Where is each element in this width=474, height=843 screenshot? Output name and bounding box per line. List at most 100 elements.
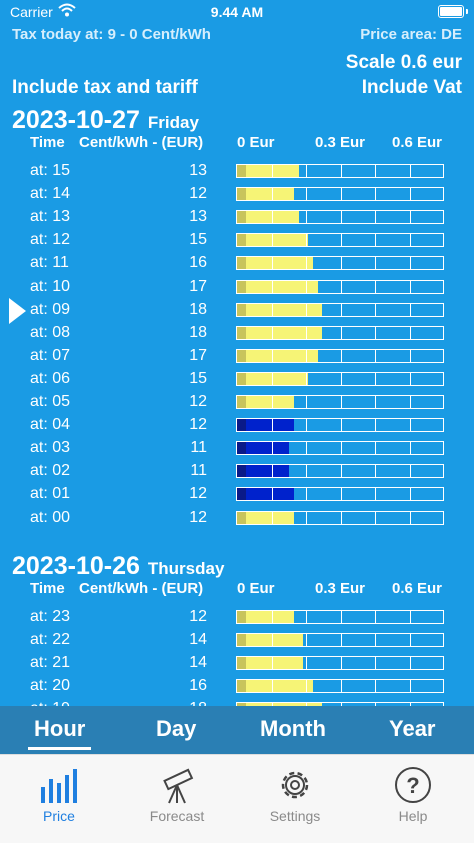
tab-year[interactable]: Year	[389, 716, 436, 741]
day-header: 2023-10-26 Thursday	[12, 552, 224, 582]
price-bar	[236, 441, 444, 456]
price-row[interactable]: at: 20 16	[0, 677, 474, 700]
price-bar-fill	[237, 610, 294, 623]
tab-month[interactable]: Month	[260, 716, 326, 741]
tax-bar-segment	[237, 211, 246, 224]
price-row[interactable]: at: 05 12	[0, 393, 474, 416]
price-value: 11	[190, 462, 207, 480]
bar-gridline	[340, 610, 342, 623]
price-area-label[interactable]: Price area: DE	[360, 26, 462, 43]
bar-gridline	[306, 165, 308, 177]
bar-gridline	[410, 165, 411, 177]
price-bar	[236, 655, 444, 670]
price-row[interactable]: at: 01 12	[0, 485, 474, 508]
include-vat-label[interactable]: Include Vat	[361, 77, 462, 98]
price-row[interactable]: at: 02 11	[0, 462, 474, 485]
price-row[interactable]: at: 09 18	[0, 297, 474, 324]
price-bar	[236, 279, 444, 294]
bar-gridline	[375, 234, 377, 247]
bar-gridline	[271, 257, 273, 270]
include-tax-label[interactable]: Include tax and tariff	[12, 77, 198, 98]
price-row[interactable]: at: 23 12	[0, 608, 474, 631]
bottom-tab-label: Settings	[269, 808, 321, 824]
tax-bar-segment	[237, 165, 246, 177]
bar-gridline	[306, 396, 308, 408]
tax-bar-segment	[237, 396, 246, 408]
price-value: 16	[189, 254, 207, 272]
bar-gridline	[410, 349, 411, 362]
price-bar	[236, 702, 444, 706]
price-bar	[236, 187, 444, 202]
scale-label[interactable]: Scale 0.6 eur	[345, 52, 462, 73]
bar-gridline	[306, 488, 308, 501]
price-row[interactable]: at: 07 17	[0, 347, 474, 370]
price-list[interactable]: 2023-10-27 Friday Time Cent/kWh - (EUR) 0 Eu…	[0, 104, 474, 706]
bar-gridline	[375, 303, 377, 316]
hour-label: at: 06	[30, 369, 71, 387]
price-bar	[236, 325, 444, 340]
price-row[interactable]: at: 06 15	[0, 370, 474, 393]
bar-gridline	[271, 372, 273, 385]
bar-gridline	[306, 442, 308, 455]
price-value: 12	[189, 508, 207, 526]
price-row[interactable]: at: 13 13	[0, 208, 474, 231]
bar-gridline	[271, 303, 273, 316]
tab-day[interactable]: Day	[156, 716, 197, 741]
bar-gridline	[271, 396, 273, 408]
bar-gridline	[306, 372, 308, 385]
bar-gridline	[410, 326, 411, 339]
price-row[interactable]: at: 12 15	[0, 231, 474, 254]
tax-bar-segment	[237, 488, 246, 501]
bar-gridline	[410, 511, 411, 524]
bar-gridline	[410, 211, 411, 224]
price-value: 17	[189, 277, 207, 295]
price-row[interactable]: at: 04 12	[0, 416, 474, 439]
price-row[interactable]: at: 03 11	[0, 439, 474, 462]
hour-label: at: 10	[30, 277, 71, 295]
price-value: 15	[189, 369, 207, 387]
price-bar-fill	[237, 488, 294, 501]
price-bar	[236, 609, 444, 624]
bar-gridline	[340, 349, 342, 362]
price-row[interactable]: at: 11 16	[0, 254, 474, 277]
tab-hour[interactable]: Hour	[27, 716, 92, 750]
tax-bar-segment	[237, 633, 246, 646]
bar-gridline	[340, 419, 342, 432]
bar-gridline	[410, 656, 411, 669]
price-value: 12	[189, 185, 207, 203]
tax-bar-segment	[237, 511, 246, 524]
bar-gridline	[410, 280, 411, 293]
price-value: 17	[189, 346, 207, 364]
price-row[interactable]: at: 10 17	[0, 278, 474, 301]
scale-mid-label: 0.3 Eur	[315, 134, 366, 151]
price-row[interactable]: at: 14 12	[0, 185, 474, 208]
price-row[interactable]: at: 15 13	[0, 162, 474, 185]
price-row[interactable]: at: 21 14	[0, 654, 474, 677]
price-bar-fill	[237, 679, 313, 692]
hour-label: at: 20	[30, 676, 71, 694]
price-row[interactable]: at: 22 14	[0, 631, 474, 654]
hour-label: at: 13	[30, 208, 71, 226]
bar-gridline	[271, 511, 273, 524]
price-row[interactable]: at: 19 18	[0, 700, 474, 706]
tax-bar-segment	[237, 656, 246, 669]
scale-mid-label: 0.3 Eur	[315, 579, 366, 597]
status-bar: Carrier 9.44 AM	[0, 0, 474, 24]
bar-gridline	[410, 465, 411, 478]
price-value: 11	[190, 439, 207, 457]
bar-gridline	[306, 610, 308, 623]
price-row[interactable]: at: 00 12	[0, 509, 474, 532]
bar-gridline	[410, 610, 411, 623]
time-column-header: Time	[30, 579, 65, 597]
price-bar-fill	[237, 280, 318, 293]
price-bar-fill	[237, 396, 294, 408]
hour-label: at: 14	[30, 185, 71, 203]
hour-label: at: 15	[30, 162, 71, 179]
bar-gridline	[340, 633, 342, 646]
price-row[interactable]: at: 08 18	[0, 324, 474, 347]
bar-gridline	[340, 679, 342, 692]
bottom-tab-label: Price	[43, 808, 75, 824]
hour-label: at: 03	[30, 439, 71, 457]
battery-icon	[438, 5, 464, 18]
hour-label: at: 08	[30, 323, 71, 341]
